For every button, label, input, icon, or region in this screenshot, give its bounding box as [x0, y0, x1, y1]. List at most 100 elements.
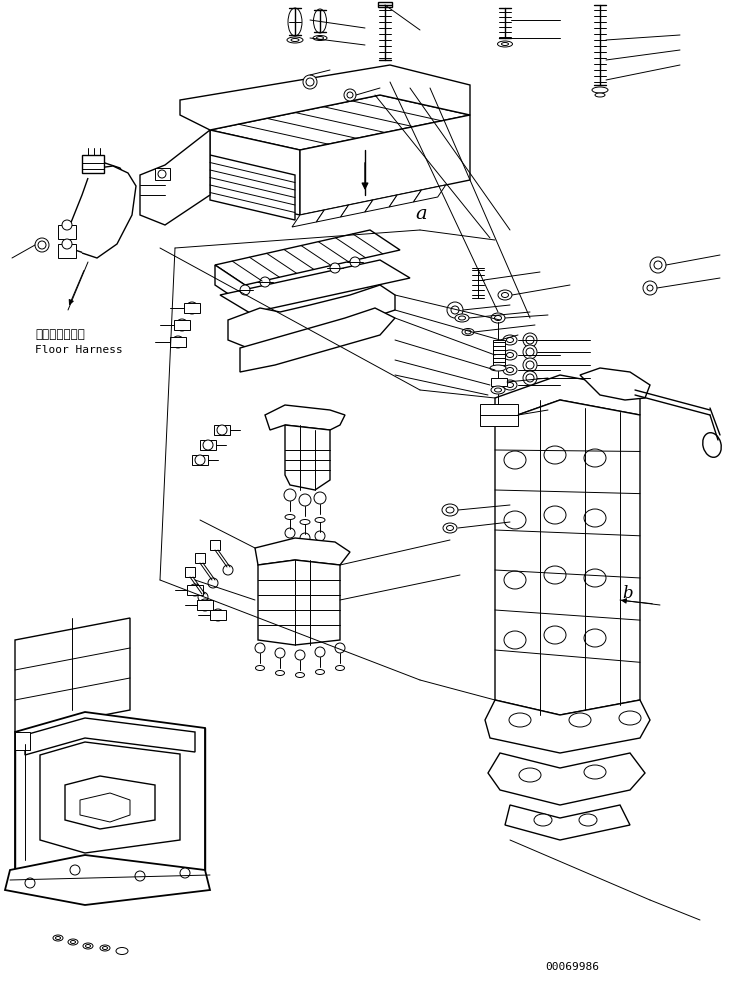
Polygon shape — [488, 753, 645, 805]
Bar — [82, 155, 104, 173]
Bar — [214, 425, 230, 435]
Ellipse shape — [491, 386, 505, 394]
Ellipse shape — [446, 507, 454, 513]
Circle shape — [275, 648, 285, 658]
Ellipse shape — [504, 571, 526, 589]
Polygon shape — [210, 95, 470, 150]
Ellipse shape — [584, 509, 606, 527]
Circle shape — [135, 871, 145, 881]
Polygon shape — [140, 130, 210, 225]
Ellipse shape — [314, 9, 327, 33]
Circle shape — [347, 92, 353, 98]
Bar — [210, 610, 226, 620]
Circle shape — [306, 78, 314, 86]
Circle shape — [526, 374, 534, 382]
Circle shape — [643, 281, 657, 295]
Circle shape — [199, 599, 211, 611]
Circle shape — [315, 531, 325, 541]
Polygon shape — [210, 130, 300, 215]
Ellipse shape — [584, 449, 606, 467]
Polygon shape — [180, 65, 470, 130]
Circle shape — [35, 238, 49, 252]
Ellipse shape — [506, 352, 514, 357]
Bar — [187, 585, 203, 595]
Ellipse shape — [497, 41, 512, 47]
Ellipse shape — [455, 314, 469, 322]
Bar — [184, 303, 200, 313]
Ellipse shape — [619, 711, 641, 725]
Circle shape — [38, 241, 46, 249]
Ellipse shape — [315, 669, 324, 674]
Ellipse shape — [569, 713, 591, 727]
Polygon shape — [495, 375, 640, 423]
Ellipse shape — [544, 566, 566, 584]
Ellipse shape — [288, 8, 302, 36]
Bar — [155, 168, 170, 180]
Bar — [493, 340, 505, 365]
Polygon shape — [68, 163, 128, 255]
Bar — [192, 455, 208, 465]
Circle shape — [62, 239, 72, 249]
Polygon shape — [80, 793, 130, 822]
Bar — [378, 2, 392, 7]
Circle shape — [295, 650, 305, 660]
Circle shape — [330, 263, 340, 273]
Circle shape — [223, 565, 233, 575]
Text: フロアハーネス: フロアハーネス — [35, 328, 85, 341]
Ellipse shape — [595, 93, 605, 97]
Polygon shape — [215, 265, 245, 305]
Circle shape — [255, 643, 265, 653]
Circle shape — [284, 489, 296, 501]
Ellipse shape — [100, 945, 110, 951]
Ellipse shape — [506, 383, 514, 388]
Polygon shape — [485, 700, 650, 753]
Ellipse shape — [490, 365, 506, 371]
Polygon shape — [240, 308, 395, 372]
Polygon shape — [316, 205, 348, 222]
Circle shape — [523, 358, 537, 372]
Ellipse shape — [85, 945, 91, 948]
Text: Floor Harness: Floor Harness — [35, 345, 123, 355]
Ellipse shape — [53, 935, 63, 941]
Circle shape — [344, 89, 356, 101]
Ellipse shape — [544, 446, 566, 464]
Circle shape — [260, 277, 270, 287]
Ellipse shape — [446, 525, 453, 530]
Circle shape — [300, 533, 310, 543]
Circle shape — [172, 336, 184, 348]
Text: a: a — [415, 205, 427, 223]
Polygon shape — [505, 805, 630, 840]
Polygon shape — [215, 230, 400, 285]
Ellipse shape — [504, 451, 526, 469]
Ellipse shape — [491, 313, 505, 323]
Ellipse shape — [703, 433, 721, 458]
Circle shape — [208, 578, 218, 588]
Circle shape — [212, 609, 224, 621]
Circle shape — [526, 336, 534, 344]
Ellipse shape — [506, 367, 514, 373]
Ellipse shape — [103, 947, 108, 950]
Polygon shape — [413, 185, 446, 202]
Bar — [480, 404, 518, 426]
Ellipse shape — [584, 569, 606, 587]
Ellipse shape — [285, 515, 295, 520]
Bar — [58, 225, 76, 239]
Ellipse shape — [70, 941, 76, 944]
Polygon shape — [228, 285, 395, 348]
Circle shape — [285, 528, 295, 538]
Circle shape — [314, 492, 326, 504]
Ellipse shape — [287, 37, 303, 43]
Polygon shape — [5, 855, 210, 905]
Bar — [491, 378, 507, 386]
Ellipse shape — [291, 38, 299, 41]
Polygon shape — [255, 538, 350, 565]
Polygon shape — [389, 190, 422, 207]
Circle shape — [647, 285, 653, 291]
Ellipse shape — [544, 506, 566, 524]
Ellipse shape — [584, 765, 606, 779]
Circle shape — [299, 494, 311, 506]
Polygon shape — [495, 400, 640, 715]
Circle shape — [303, 75, 317, 89]
Polygon shape — [15, 618, 130, 732]
Ellipse shape — [544, 626, 566, 644]
